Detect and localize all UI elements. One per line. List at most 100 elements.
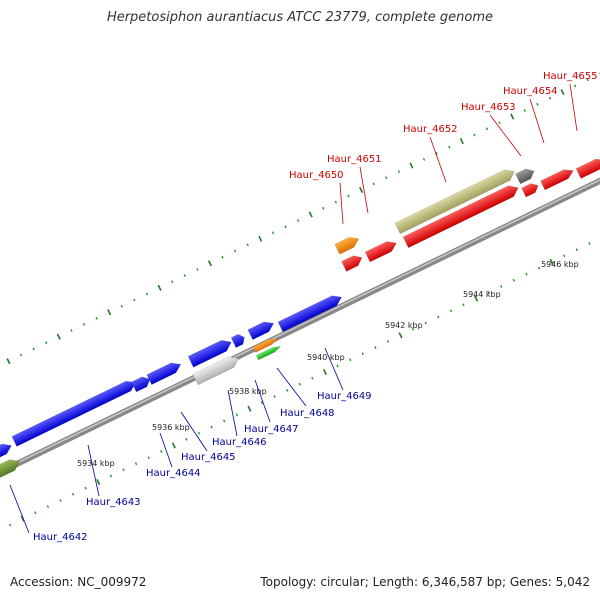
leader-line [159,432,173,468]
gene-darkgreen[interactable] [0,456,22,481]
tick-top-mark [196,268,199,271]
gene-red[interactable] [341,253,365,272]
tick-bottom-mark [487,291,490,294]
leader-line [339,182,344,225]
tick-top-mark [448,145,451,149]
leader-line [180,411,208,452]
tick-bottom-mark [260,401,264,405]
gene-label-top[interactable]: Haur_4655 [543,71,598,82]
gene-blue[interactable] [146,359,183,385]
gene-label-bottom[interactable]: Haur_4645 [181,452,236,463]
gene-blue[interactable] [131,374,153,393]
gene-label-bottom[interactable]: Haur_4642 [33,532,88,543]
tick-top-mark [157,284,162,291]
gene-darkgray[interactable] [515,166,537,185]
tick-top-mark [45,341,48,345]
tick-top-mark [6,358,11,365]
gene-red[interactable] [575,156,600,179]
tick-top-mark [82,323,86,326]
gene-label-top[interactable]: Haur_4652 [403,124,458,135]
tick-top-mark [32,347,35,351]
tick-top-mark [170,280,174,284]
gene-label-bottom[interactable]: Haur_4649 [317,391,372,402]
gene-label-bottom[interactable]: Haur_4644 [146,468,201,479]
tick-bottom-mark [588,242,591,246]
gene-red[interactable] [364,238,399,263]
gene-green[interactable] [255,344,282,361]
gene-label-top[interactable]: Haur_4653 [461,102,516,113]
gene-label-top[interactable]: Haur_4651 [327,154,382,165]
tick-top-mark [459,137,464,145]
leader-line [87,444,100,497]
tick-top-mark [183,274,186,277]
tick-bottom-mark [147,456,150,460]
scale-label: 5944 kbp [463,290,501,299]
tick-bottom-mark [235,413,238,417]
tick-bottom-mark [223,419,226,423]
tick-bottom-mark [411,327,415,331]
gene-red[interactable] [521,181,541,198]
gene-label-bottom[interactable]: Haur_4646 [212,437,267,448]
gene-label-bottom[interactable]: Haur_4643 [86,497,141,508]
gene-blue[interactable] [0,441,14,464]
tick-bottom-mark [109,474,113,478]
gene-label-top[interactable]: Haur_4654 [503,86,558,97]
tick-bottom-mark [134,462,138,466]
gene-red[interactable] [540,166,576,191]
gene-blue[interactable] [277,292,344,333]
tick-top-mark [107,309,112,316]
tick-bottom-mark [563,254,566,258]
label-leader-lines [9,83,578,534]
tick-top-mark [322,206,325,210]
tick-bottom-mark [549,258,554,265]
gene-label-bottom[interactable]: Haur_4648 [280,408,335,419]
tick-top-mark [435,151,438,155]
tick-top-mark [385,176,388,180]
tick-top-mark [536,102,539,106]
genes [0,156,600,481]
gene-label-bottom[interactable]: Haur_4647 [244,424,299,435]
gene-blue[interactable] [187,337,234,368]
gene-blue[interactable] [230,332,247,348]
tick-top-mark [485,127,489,131]
tick-bottom-mark [500,284,503,288]
tick-top-mark [133,298,136,302]
gene-olive[interactable] [394,166,517,235]
tick-bottom-mark [398,332,403,339]
tick-top-mark [510,113,515,120]
tick-top-mark [284,225,287,229]
tick-top-mark [145,292,149,296]
gene-red[interactable] [402,182,521,249]
gene-orange[interactable] [334,234,361,255]
tick-top-mark [473,133,476,137]
accession-text: Accession: NC_009972 [10,575,147,589]
tick-bottom-mark [336,364,339,368]
tick-top-mark [258,235,263,242]
backbone-line [0,177,600,476]
gene-blue[interactable] [247,318,276,341]
backbone-highlight [0,179,600,472]
tick-bottom-mark [210,425,213,429]
topology-text: Topology: circular; Length: 6,346,587 bp… [260,575,590,589]
tick-bottom-mark [171,442,176,449]
gene-orange[interactable] [252,336,279,353]
leader-line [529,98,545,144]
tick-top-mark [233,249,237,253]
tick-top-mark [95,316,98,320]
tick-bottom-mark [160,450,163,453]
leader-line [254,379,271,423]
tick-top-mark [296,219,300,222]
gene-gray[interactable] [192,353,241,386]
gene-blue[interactable] [11,378,138,447]
tick-top-mark [573,84,577,88]
scale-label: 5936 kbp [152,423,190,432]
tick-bottom-mark [474,295,479,302]
tick-top-mark [359,186,364,194]
tick-bottom-mark [361,352,364,356]
tick-bottom-mark [185,437,188,441]
tick-bottom-mark [462,303,465,307]
tick-top-mark [70,329,73,333]
gene-label-top[interactable]: Haur_4650 [289,170,344,181]
